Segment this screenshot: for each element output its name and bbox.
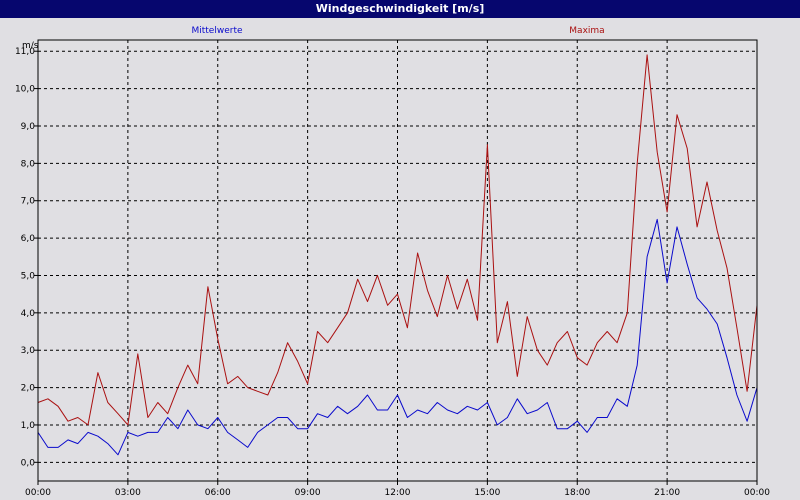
x-tick-time-label: 21:00: [654, 488, 680, 498]
plot-frame: [37, 39, 758, 482]
x-tick-time-label: 00:00: [744, 488, 770, 498]
x-axis-ticks: 00:0013.03.2203:0013.03.2206:0013.03.220…: [25, 481, 770, 498]
x-tick-time-label: 06:00: [205, 488, 231, 498]
grid: [38, 40, 757, 481]
x-tick-time-label: 18:00: [564, 488, 590, 498]
x-tick-time-label: 12:00: [385, 488, 411, 498]
x-tick-time-label: 03:00: [115, 488, 141, 498]
window-title: Windgeschwindigkeit [m/s]: [0, 0, 800, 18]
legend-max-label: Maxima: [569, 26, 604, 36]
y-tick-label: 2,0: [21, 384, 36, 394]
y-axis-ticks: 0,0 1,0 2,0 3,0 4,0 5,0 6,0 7,0 8,0 9,0 10,0 11,0: [15, 47, 38, 468]
y-tick-label: 7,0: [21, 197, 36, 207]
x-tick-time-label: 00:00: [25, 488, 51, 498]
y-tick-label: 9,0: [21, 122, 36, 132]
y-axis-unit-label: m/s: [22, 41, 39, 51]
legend: Mittelwerte Maxima: [191, 26, 604, 36]
series-line-mittelwerte: [37, 218, 758, 456]
y-tick-label: 10,0: [15, 85, 35, 95]
y-tick-label: 5,0: [21, 271, 36, 281]
legend-mean-label: Mittelwerte: [191, 26, 242, 36]
x-tick-time-label: 15:00: [474, 488, 500, 498]
series-lines: [37, 54, 758, 456]
y-tick-label: 0,0: [21, 458, 36, 468]
y-tick-label: 6,0: [21, 234, 36, 244]
y-tick-label: 11,0: [15, 47, 35, 57]
y-tick-label: 8,0: [21, 159, 36, 169]
series-line-maxima: [37, 54, 758, 426]
wind-speed-chart: Mittelwerte Maxima m/s 0,0 1,0 2,0 3,0 4,0 5,…: [15, 26, 770, 498]
y-tick-label: 1,0: [21, 421, 36, 431]
y-tick-label: 4,0: [21, 309, 36, 319]
y-tick-label: 3,0: [21, 346, 36, 356]
x-tick-time-label: 09:00: [295, 488, 321, 498]
